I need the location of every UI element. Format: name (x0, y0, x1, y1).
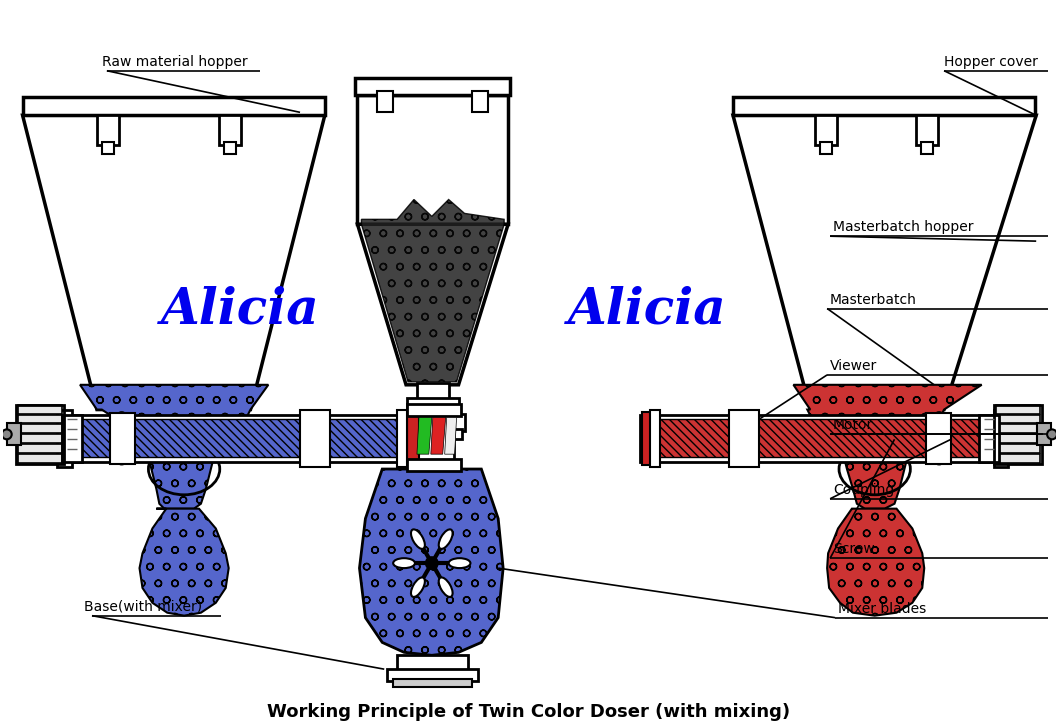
Bar (300, 410, 330, 467)
Bar (67, 419, 414, 457)
Bar (6, 424, 20, 446)
Bar (996, 435, 1041, 443)
Text: Masterbatch: Masterbatch (830, 293, 917, 306)
Bar (63, 414, 419, 462)
Bar (994, 410, 1009, 467)
Bar (996, 444, 1041, 453)
Bar (926, 413, 951, 464)
Polygon shape (359, 469, 503, 655)
Bar (815, 115, 837, 145)
Bar (407, 397, 458, 410)
Bar (922, 142, 933, 154)
Text: Raw material hopper: Raw material hopper (102, 55, 248, 68)
Ellipse shape (1047, 430, 1057, 439)
Polygon shape (793, 385, 982, 509)
Bar (1037, 424, 1051, 446)
Ellipse shape (426, 557, 438, 569)
Text: Base(with mixer): Base(with mixer) (84, 600, 202, 614)
Bar (405, 430, 461, 439)
Bar (417, 383, 449, 400)
Bar (996, 414, 1041, 424)
Bar (733, 98, 1035, 115)
Text: Alicia: Alicia (568, 286, 726, 335)
Polygon shape (444, 417, 457, 454)
Ellipse shape (2, 430, 12, 439)
Ellipse shape (439, 529, 453, 549)
Bar (472, 90, 488, 112)
Ellipse shape (411, 529, 425, 549)
Text: Hopper cover: Hopper cover (944, 55, 1037, 68)
Bar (63, 414, 82, 462)
Bar (18, 414, 63, 424)
Bar (407, 411, 419, 465)
Bar (916, 115, 939, 145)
Polygon shape (139, 509, 229, 616)
Bar (996, 454, 1041, 463)
Bar (979, 414, 998, 462)
Bar (412, 408, 453, 416)
Text: Working Principle of Twin Color Doser (with mixing): Working Principle of Twin Color Doser (w… (267, 703, 791, 721)
Bar (18, 435, 63, 443)
Ellipse shape (393, 558, 415, 568)
Bar (414, 408, 454, 465)
Polygon shape (733, 115, 1036, 410)
Bar (223, 142, 236, 154)
Bar (387, 669, 478, 681)
Ellipse shape (928, 413, 950, 464)
Polygon shape (22, 115, 325, 410)
Text: Masterbatch hopper: Masterbatch hopper (833, 220, 974, 234)
Bar (219, 115, 240, 145)
Bar (357, 95, 508, 224)
Bar (729, 410, 759, 467)
Bar (97, 115, 119, 145)
Bar (996, 424, 1041, 433)
Ellipse shape (111, 413, 133, 464)
Bar (57, 410, 72, 467)
Bar (994, 405, 1042, 464)
Polygon shape (431, 417, 445, 454)
Text: Alicia: Alicia (162, 286, 320, 335)
Bar (407, 403, 460, 416)
Text: Screw: Screw (833, 542, 875, 556)
Polygon shape (827, 509, 924, 616)
Bar (102, 142, 114, 154)
Bar (18, 454, 63, 463)
Bar (645, 419, 992, 457)
Bar (18, 424, 63, 433)
Bar (398, 655, 469, 673)
Text: Mixer blades: Mixer blades (838, 601, 926, 616)
Text: Coupling: Coupling (833, 483, 894, 496)
Bar (642, 411, 654, 465)
Ellipse shape (411, 577, 425, 597)
Text: Viewer: Viewer (830, 359, 877, 373)
Bar (393, 679, 472, 687)
Bar (109, 413, 135, 464)
Bar (355, 78, 510, 95)
Polygon shape (357, 224, 508, 385)
Bar (16, 405, 64, 464)
Bar (22, 98, 325, 115)
Bar (649, 410, 660, 467)
Bar (996, 405, 1041, 414)
Bar (401, 414, 466, 432)
Bar (640, 414, 997, 462)
Polygon shape (417, 417, 432, 454)
Ellipse shape (449, 558, 471, 568)
Polygon shape (80, 385, 268, 509)
Bar (18, 444, 63, 453)
Polygon shape (361, 199, 504, 381)
Ellipse shape (439, 577, 453, 597)
Bar (18, 405, 63, 414)
Bar (821, 142, 832, 154)
Text: Motor: Motor (833, 419, 874, 432)
Bar (377, 90, 393, 112)
Bar (407, 459, 460, 471)
Bar (398, 410, 407, 467)
